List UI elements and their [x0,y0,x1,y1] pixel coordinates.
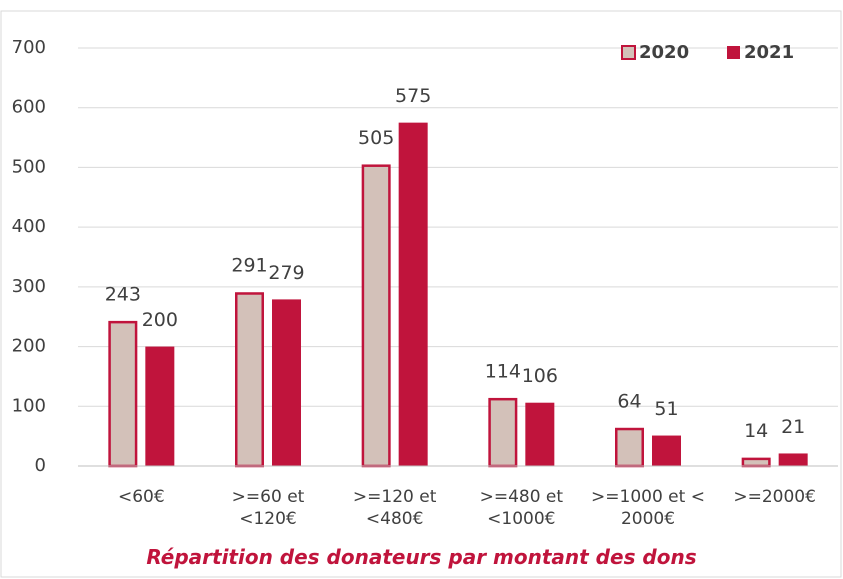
y-tick-label: 0 [35,455,46,476]
legend-swatch [621,45,636,60]
data-label: 575 [395,85,431,107]
x-tick-label: <60€ [117,487,165,507]
y-tick-label: 600 [12,97,46,118]
bar [778,453,808,466]
y-tick-label: 700 [12,37,46,58]
bar [272,299,301,466]
x-tick-label: >=480 et <1000€ [479,487,564,529]
bar [235,292,264,468]
data-label: 64 [617,390,641,412]
data-label: 114 [485,360,521,382]
bar [361,164,391,468]
legend-label: 2020 [639,42,689,63]
y-tick-label: 500 [12,156,46,177]
x-tick-label: >=2000€ [733,487,816,507]
data-label: 279 [268,262,304,284]
data-label: 51 [654,398,678,420]
y-tick-label: 400 [12,216,46,237]
legend-swatch [727,46,740,59]
data-label: 505 [358,127,394,149]
bar [108,320,138,468]
data-label: 243 [105,283,141,305]
y-tick-label: 200 [12,336,46,357]
legend-label: 2021 [744,42,794,63]
x-tick-label: >=60 et <120€ [231,487,305,529]
bar [488,397,518,468]
frame [0,10,842,578]
bar [145,346,175,466]
x-tick-label: >=120 et <480€ [352,487,437,529]
x-tick-label: >=1000 et < 2000€ [591,487,705,529]
bar [525,402,555,466]
bar [615,427,644,468]
data-label: 291 [231,255,267,277]
bar [398,122,428,467]
chart-title: Répartition des donateurs par montant de… [146,545,697,569]
data-label: 14 [744,420,768,442]
data-label: 106 [522,365,558,387]
y-tick-label: 100 [12,395,46,416]
bar [741,457,771,468]
data-label: 21 [781,416,805,438]
bar [652,435,681,466]
y-tick-label: 300 [12,276,46,297]
data-label: 200 [142,309,178,331]
